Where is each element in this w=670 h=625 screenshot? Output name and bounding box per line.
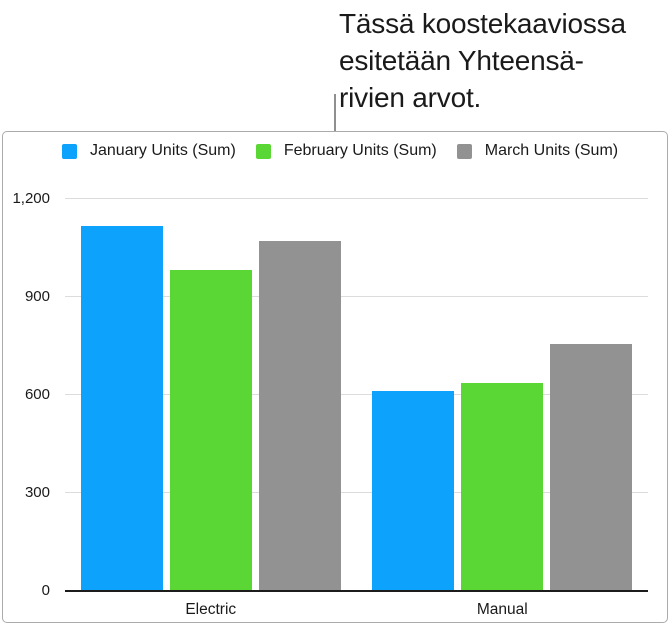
bar-manual-march <box>550 343 633 591</box>
legend-label: February Units (Sum) <box>283 142 437 159</box>
legend-label: January Units (Sum) <box>90 142 236 159</box>
plot-area <box>65 198 648 592</box>
legend-label: March Units (Sum) <box>484 142 619 159</box>
callout-connector-line <box>334 94 336 132</box>
callout-text-line-3: rivien arvot. <box>339 82 482 113</box>
callout-text-line-2: esitetään Yhteensä- <box>339 45 584 76</box>
legend-swatch-icon <box>255 143 271 159</box>
y-axis-tick-label: 900 <box>24 287 50 305</box>
y-axis-tick-label: 300 <box>24 483 50 501</box>
legend-item: February Units (Sum) <box>255 142 437 160</box>
bar-electric-march <box>258 240 341 591</box>
gridline-900 <box>65 296 648 297</box>
gridline-300 <box>65 492 648 493</box>
y-axis-tick-label: 1,200 <box>12 189 50 207</box>
y-axis-labels: 0 300 600 900 1,200 <box>3 132 50 622</box>
x-category-label: Manual <box>476 601 528 618</box>
x-category-label: Electric <box>185 601 237 618</box>
callout-text-line-1: Tässä koostekaaviossa <box>339 8 626 39</box>
x-axis-labels: Electric Manual <box>65 601 648 623</box>
legend-swatch-icon <box>456 143 472 159</box>
bar-manual-january <box>372 391 455 591</box>
callout-text: Tässä koostekaaviossa esitetään Yhteensä… <box>339 5 626 116</box>
gridline-600 <box>65 394 648 395</box>
gridline-1200 <box>65 198 648 199</box>
y-axis-tick-label: 600 <box>24 385 50 403</box>
y-axis-tick-label: 0 <box>41 581 50 599</box>
bar-manual-february <box>461 383 544 591</box>
legend-item: March Units (Sum) <box>456 142 619 160</box>
chart-card: January Units (Sum) February Units (Sum) M… <box>2 131 668 623</box>
x-axis-line <box>65 589 648 592</box>
chart-legend: January Units (Sum) February Units (Sum) M… <box>62 142 618 160</box>
bar-electric-january <box>80 226 163 591</box>
bar-electric-february <box>169 270 252 591</box>
legend-swatch-icon <box>62 143 77 159</box>
legend-item: January Units (Sum) <box>62 142 236 160</box>
